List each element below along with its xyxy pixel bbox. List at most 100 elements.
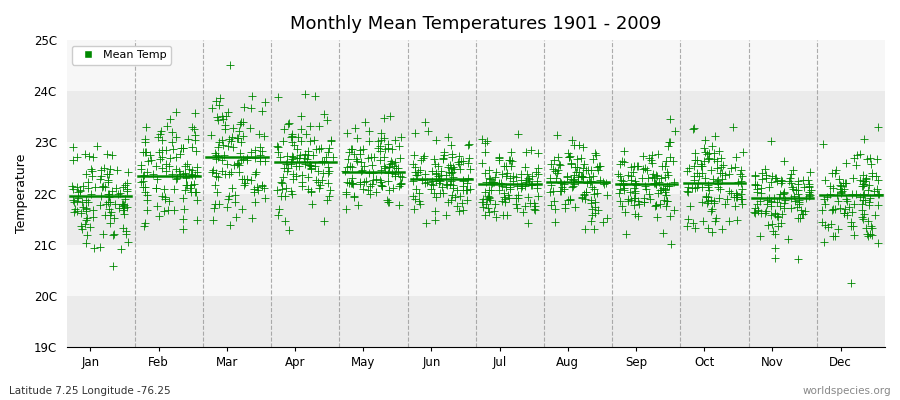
Point [440,198,454,205]
Point [395,174,410,180]
Point [459,186,473,193]
Point [383,113,398,120]
Point [636,153,651,160]
Point [658,185,672,192]
Point [695,169,709,176]
Point [81,178,95,185]
Point [100,171,114,178]
Point [865,225,879,232]
Point [102,190,116,197]
Point [797,184,812,190]
Point [489,169,503,176]
Point [495,171,509,177]
Point [215,113,230,119]
Point [452,160,466,167]
Point [378,146,392,152]
Point [245,215,259,221]
Point [550,169,564,176]
Point [81,185,95,192]
Point [221,135,236,142]
Point [158,208,172,214]
Point [432,178,446,184]
Point [715,225,729,232]
Point [101,191,115,198]
Point [79,196,94,203]
Point [568,204,582,210]
Point [553,188,567,194]
Point [97,184,112,190]
Point [614,177,628,184]
Point [363,183,377,189]
Point [66,197,80,204]
Point [770,223,785,229]
Point [509,205,524,211]
Point [455,178,470,184]
Point [215,157,230,163]
Point [687,125,701,132]
Point [418,179,432,186]
Point [67,186,81,192]
Point [459,187,473,194]
Point [383,160,398,167]
Point [75,225,89,232]
Point [187,137,202,144]
Point [308,93,322,99]
Point [578,196,592,202]
Point [759,175,773,181]
Point [768,254,782,261]
Point [226,125,240,131]
Point [295,183,310,189]
Point [582,174,597,181]
Point [112,205,126,212]
Point [518,202,532,209]
Point [786,166,800,173]
Point [870,124,885,130]
Point [729,190,743,196]
Point [441,134,455,140]
Point [860,156,874,162]
Point [554,180,568,186]
Point [593,177,608,184]
Point [257,99,272,106]
Point [526,205,541,212]
Point [120,204,134,210]
Point [301,186,315,192]
Point [161,206,176,213]
Point [654,163,669,169]
Point [484,179,499,185]
Point [836,210,850,216]
Point [868,212,882,218]
Point [140,197,154,204]
Point [173,150,187,157]
Point [176,171,191,178]
Point [66,157,80,163]
Point [475,160,490,166]
Point [500,162,514,169]
Point [209,173,223,179]
Point [221,193,236,199]
Point [284,134,299,140]
Point [597,181,611,187]
Point [778,200,792,206]
Point [416,155,430,161]
Point [650,214,664,220]
Point [103,199,117,205]
Point [715,155,729,162]
Point [710,164,724,171]
Point [629,182,643,188]
Point [563,196,578,202]
Point [184,167,199,173]
Point [235,206,249,212]
Point [570,156,584,162]
Point [165,138,179,145]
Point [93,202,107,208]
Point [668,128,682,134]
Point [764,203,778,209]
Point [846,223,860,230]
Point [116,207,130,213]
Point [728,193,742,200]
Point [450,203,464,210]
Point [104,209,118,215]
Point [280,153,294,159]
Point [163,116,177,123]
